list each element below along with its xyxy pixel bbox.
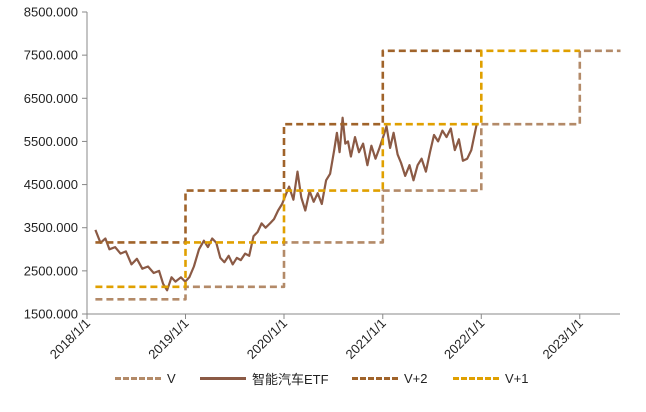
series-layer: [94, 49, 621, 301]
legend-item: V+1: [453, 367, 529, 389]
legend-swatch: [115, 376, 161, 380]
legend-item: 智能汽车ETF: [200, 367, 329, 389]
x-tick-label: 2018/1/1: [47, 316, 93, 362]
chart-legend: V 智能汽车ETF V+2 V+1: [0, 367, 646, 389]
x-tick-label: 2019/1/1: [145, 316, 191, 362]
series-v-line: [95, 49, 621, 301]
series-etf-line: [94, 116, 478, 292]
y-tick-label: 1500.000: [24, 307, 78, 322]
y-tick-label: 2500.000: [24, 263, 78, 278]
legend-label: V: [167, 370, 176, 386]
x-tick-label: 2023/1/1: [539, 316, 585, 362]
legend-item: V: [115, 367, 176, 389]
y-tick-label: 8500.000: [24, 5, 78, 20]
y-tick-label: 5500.000: [24, 134, 78, 149]
legend-label: V+1: [505, 370, 529, 386]
x-tick-label: 2021/1/1: [342, 316, 388, 362]
x-tick-label: 2020/1/1: [244, 316, 290, 362]
legend-item: V+2: [352, 367, 428, 389]
legend-label: V+2: [404, 370, 428, 386]
y-tick-label: 3500.000: [24, 220, 78, 235]
y-tick-label: 7500.000: [24, 48, 78, 63]
legend-swatch: [200, 376, 246, 380]
y-tick-label: 6500.000: [24, 91, 78, 106]
y-tick-label: 4500.000: [24, 177, 78, 192]
legend-label: 智能汽车ETF: [252, 371, 329, 387]
legend-swatch: [352, 376, 398, 380]
x-tick-label: 2022/1/1: [441, 316, 487, 362]
series-v-plus-2-line: [95, 49, 482, 244]
series-v-plus-1-line: [95, 49, 580, 289]
axis-layer: 1500.000 2500.000 3500.000 4500.000 5500.000…: [24, 5, 620, 362]
legend-swatch: [453, 376, 499, 380]
